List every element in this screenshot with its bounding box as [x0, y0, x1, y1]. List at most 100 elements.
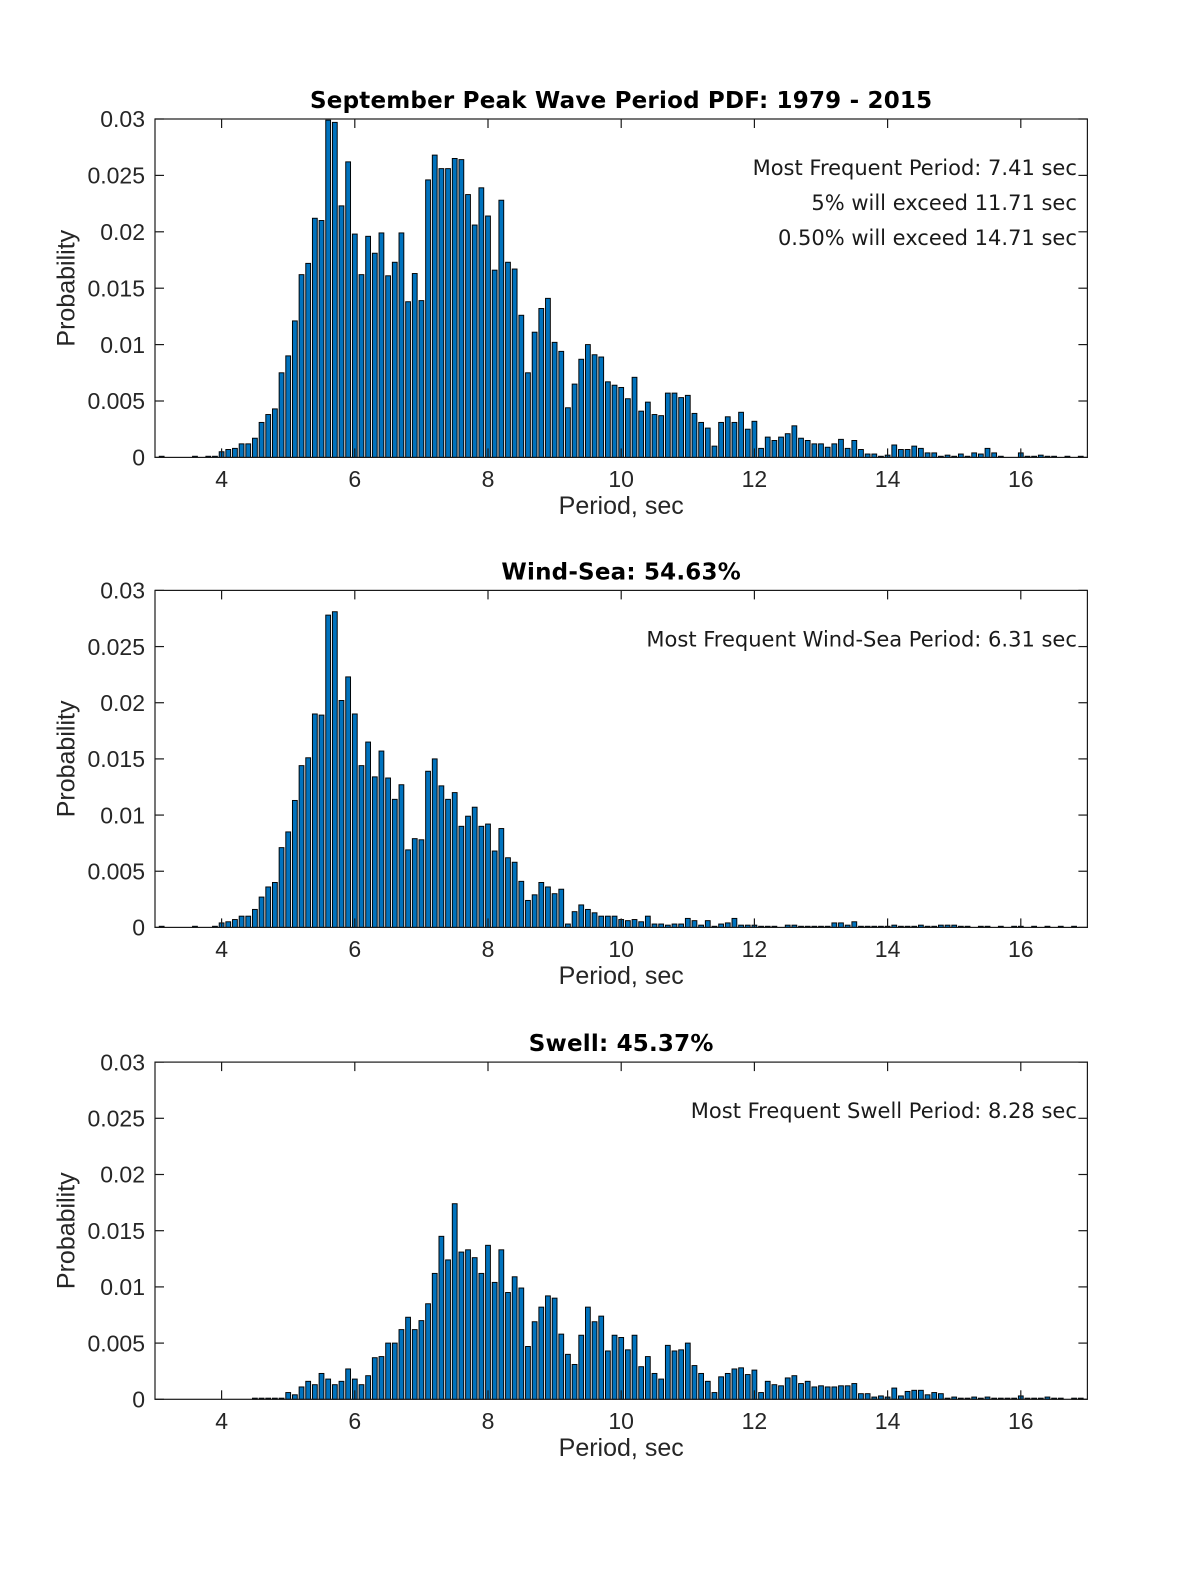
chart-2-ticks: [155, 1061, 1088, 1400]
bar: [724, 416, 731, 458]
chart-0-xlabel: Period, sec: [559, 492, 684, 520]
bar: [571, 911, 578, 928]
bar: [365, 1375, 371, 1400]
bar: [744, 428, 751, 458]
x-tick-label: 14: [875, 466, 901, 492]
y-tick-label: 0: [132, 915, 145, 941]
bar: [724, 922, 731, 928]
bar: [485, 823, 491, 928]
chart-1-bars: [158, 611, 1077, 928]
x-tick-label: 8: [482, 1408, 495, 1434]
bar: [291, 320, 298, 458]
bar: [445, 1259, 451, 1400]
y-tick-label: 0.02: [100, 1162, 145, 1188]
bar: [804, 440, 811, 458]
bar: [498, 1249, 505, 1400]
bar: [391, 1342, 398, 1400]
bar: [844, 1385, 851, 1400]
bar: [405, 1316, 411, 1400]
x-tick-label: 8: [482, 466, 495, 492]
bar: [918, 447, 924, 458]
bar: [831, 443, 838, 458]
bar: [738, 411, 744, 458]
bar: [311, 1384, 318, 1400]
bar: [431, 758, 438, 928]
bar: [824, 1386, 831, 1400]
x-tick-label: 12: [742, 466, 768, 492]
bar: [398, 232, 405, 458]
bar: [911, 1389, 918, 1400]
bar: [838, 922, 844, 928]
bar: [658, 415, 665, 458]
bar: [445, 798, 451, 928]
bar: [991, 452, 998, 458]
bar: [638, 921, 645, 928]
bar: [831, 1386, 838, 1400]
bar: [505, 857, 511, 928]
bar: [318, 220, 325, 458]
bar: [691, 1365, 698, 1400]
bar: [398, 1329, 405, 1400]
bar: [598, 356, 605, 458]
bar: [398, 784, 405, 928]
bar: [551, 341, 558, 458]
bar: [378, 1356, 385, 1400]
y-tick-label: 0.015: [87, 275, 145, 301]
bar: [265, 414, 272, 458]
bar: [818, 443, 824, 458]
bar: [418, 1320, 425, 1400]
y-tick-label: 0.02: [100, 219, 145, 245]
bar: [491, 850, 498, 928]
x-tick-label: 16: [1008, 466, 1034, 492]
bar: [438, 785, 445, 928]
bar: [345, 676, 352, 928]
bar: [438, 1235, 445, 1400]
x-tick-label: 8: [482, 936, 495, 962]
bar: [278, 847, 285, 928]
bar: [478, 1272, 485, 1400]
bar: [931, 452, 938, 458]
bar: [325, 119, 332, 458]
bar: [272, 881, 278, 928]
bar: [458, 1251, 465, 1400]
bar: [238, 443, 245, 458]
bar: [698, 1372, 704, 1400]
bar: [291, 799, 298, 928]
bar: [671, 392, 678, 458]
bar: [345, 1368, 352, 1400]
bar: [325, 614, 332, 928]
bar: [531, 331, 538, 458]
bar: [305, 757, 312, 928]
bar: [571, 1363, 578, 1400]
bar: [291, 1394, 298, 1400]
bar: [891, 444, 898, 458]
x-tick-label: 4: [215, 1408, 228, 1434]
bar: [851, 440, 858, 458]
x-tick-label: 10: [608, 936, 634, 962]
bar: [711, 1392, 718, 1400]
bar: [451, 158, 458, 458]
bar: [411, 273, 418, 458]
bar: [718, 421, 724, 458]
y-tick-label: 0.01: [100, 332, 145, 358]
y-tick-label: 0.03: [100, 578, 145, 604]
bar: [338, 1380, 345, 1400]
bar: [758, 1392, 764, 1400]
bar: [331, 1384, 338, 1400]
bar: [285, 355, 292, 458]
bar: [585, 344, 591, 458]
bar: [525, 372, 531, 458]
bar: [651, 1372, 658, 1400]
bar: [545, 297, 551, 458]
x-tick-label: 14: [875, 1408, 901, 1434]
bar: [671, 1350, 678, 1400]
chart-0-ticks: [155, 118, 1088, 458]
bar: [638, 410, 645, 458]
bar: [371, 252, 378, 458]
bar: [485, 1244, 491, 1400]
x-tick-label: 6: [348, 466, 361, 492]
chart-0-ylabel: Probability: [53, 229, 81, 346]
bar: [232, 919, 238, 928]
chart-1-ticks: [155, 589, 1088, 929]
bar: [531, 894, 538, 928]
